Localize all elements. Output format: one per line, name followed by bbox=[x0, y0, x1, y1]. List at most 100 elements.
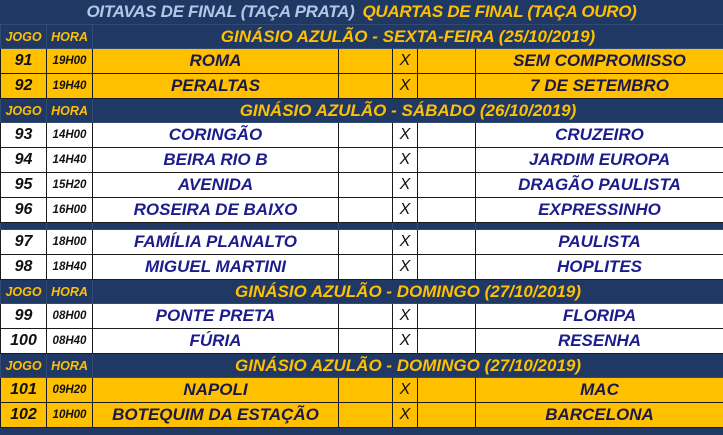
game-row: 96 16H00 ROSEIRA DE BAIXO X EXPRESSINHO bbox=[0, 197, 723, 223]
home-team: MIGUEL MARTINI bbox=[92, 254, 339, 280]
versus-mark: X bbox=[392, 303, 418, 329]
away-team: CRUZEIRO bbox=[475, 122, 723, 148]
game-number: 95 bbox=[0, 172, 47, 198]
game-time: 14H40 bbox=[46, 147, 93, 173]
game-time: 09H20 bbox=[46, 377, 93, 403]
away-team: HOPLITES bbox=[475, 254, 723, 280]
empty-cell bbox=[417, 254, 476, 280]
empty-cell bbox=[417, 229, 476, 255]
venue-header: JOGO HORA GINÁSIO AZULÃO - DOMINGO (27/10/… bbox=[0, 279, 723, 304]
versus-mark: X bbox=[392, 147, 418, 173]
game-time: 10H00 bbox=[46, 402, 93, 428]
home-team: PONTE PRETA bbox=[92, 303, 339, 329]
versus-mark: X bbox=[392, 229, 418, 255]
empty-cell bbox=[338, 122, 393, 148]
away-team: PAULISTA bbox=[475, 229, 723, 255]
game-row: 93 14H00 CORINGÃO X CRUZEIRO bbox=[0, 122, 723, 148]
game-row: 97 18H00 FAMÍLIA PLANALTO X PAULISTA bbox=[0, 229, 723, 255]
empty-cell bbox=[338, 402, 393, 428]
game-row: 100 08H40 FÚRIA X RESENHA bbox=[0, 328, 723, 354]
empty-cell bbox=[417, 172, 476, 198]
empty-cell bbox=[338, 254, 393, 280]
away-team: DRAGÃO PAULISTA bbox=[475, 172, 723, 198]
game-number: 98 bbox=[0, 254, 47, 280]
game-time: 08H40 bbox=[46, 328, 93, 354]
versus-mark: X bbox=[392, 73, 418, 99]
versus-mark: X bbox=[392, 48, 418, 74]
versus-mark: X bbox=[392, 197, 418, 223]
empty-cell bbox=[417, 377, 476, 403]
hora-column-label: HORA bbox=[46, 279, 93, 304]
venue-header: JOGO HORA GINÁSIO AZULÃO - SÁBADO (26/10/2… bbox=[0, 98, 723, 123]
game-row: 99 08H00 PONTE PRETA X FLORIPA bbox=[0, 303, 723, 329]
home-team: ROMA bbox=[92, 48, 339, 74]
empty-cell bbox=[338, 197, 393, 223]
away-team: JARDIM EUROPA bbox=[475, 147, 723, 173]
separator-cell bbox=[392, 222, 418, 230]
empty-cell bbox=[338, 328, 393, 354]
venue-date: GINÁSIO AZULÃO - DOMINGO (27/10/2019) bbox=[92, 353, 723, 378]
home-team: NAPOLI bbox=[92, 377, 339, 403]
separator-row bbox=[0, 222, 723, 230]
game-time: 18H40 bbox=[46, 254, 93, 280]
away-team: MAC bbox=[475, 377, 723, 403]
empty-cell bbox=[338, 48, 393, 74]
home-team: AVENIDA bbox=[92, 172, 339, 198]
game-number: 100 bbox=[0, 328, 47, 354]
jogo-column-label: JOGO bbox=[0, 24, 47, 49]
game-number: 99 bbox=[0, 303, 47, 329]
game-time: 19H00 bbox=[46, 48, 93, 74]
away-team: FLORIPA bbox=[475, 303, 723, 329]
home-team: FÚRIA bbox=[92, 328, 339, 354]
away-team: SEM COMPROMISSO bbox=[475, 48, 723, 74]
venue-header: JOGO HORA GINÁSIO AZULÃO - SEXTA-FEIRA (25… bbox=[0, 24, 723, 49]
versus-mark: X bbox=[392, 254, 418, 280]
game-row: 98 18H40 MIGUEL MARTINI X HOPLITES bbox=[0, 254, 723, 280]
versus-mark: X bbox=[392, 402, 418, 428]
empty-cell bbox=[417, 48, 476, 74]
separator-cell bbox=[46, 222, 93, 230]
game-row: 92 19H40 PERALTAS X 7 DE SETEMBRO bbox=[0, 73, 723, 99]
away-team: BARCELONA bbox=[475, 402, 723, 428]
away-team: 7 DE SETEMBRO bbox=[475, 73, 723, 99]
game-number: 102 bbox=[0, 402, 47, 428]
game-row: 91 19H00 ROMA X SEM COMPROMISSO bbox=[0, 48, 723, 74]
empty-cell bbox=[417, 197, 476, 223]
venue-date: GINÁSIO AZULÃO - SÁBADO (26/10/2019) bbox=[92, 98, 723, 123]
hora-column-label: HORA bbox=[46, 24, 93, 49]
versus-mark: X bbox=[392, 377, 418, 403]
versus-mark: X bbox=[392, 122, 418, 148]
game-time: 19H40 bbox=[46, 73, 93, 99]
empty-cell bbox=[338, 172, 393, 198]
away-team: RESENHA bbox=[475, 328, 723, 354]
game-row: 102 10H00 BOTEQUIM DA ESTAÇÃO X BARCELONA bbox=[0, 402, 723, 428]
versus-mark: X bbox=[392, 328, 418, 354]
home-team: CORINGÃO bbox=[92, 122, 339, 148]
empty-cell bbox=[338, 147, 393, 173]
home-team: PERALTAS bbox=[92, 73, 339, 99]
jogo-column-label: JOGO bbox=[0, 353, 47, 378]
game-time: 16H00 bbox=[46, 197, 93, 223]
home-team: FAMÍLIA PLANALTO bbox=[92, 229, 339, 255]
game-row: 95 15H20 AVENIDA X DRAGÃO PAULISTA bbox=[0, 172, 723, 198]
home-team: BOTEQUIM DA ESTAÇÃO bbox=[92, 402, 339, 428]
jogo-column-label: JOGO bbox=[0, 279, 47, 304]
separator-cell bbox=[338, 222, 393, 230]
hora-column-label: HORA bbox=[46, 98, 93, 123]
game-number: 93 bbox=[0, 122, 47, 148]
title-ouro: QUARTAS DE FINAL (TAÇA OURO) bbox=[362, 2, 637, 21]
separator-cell bbox=[0, 222, 47, 230]
empty-cell bbox=[338, 377, 393, 403]
empty-cell bbox=[417, 303, 476, 329]
schedule-table: JOGO HORA GINÁSIO AZULÃO - SEXTA-FEIRA (25… bbox=[0, 24, 723, 428]
home-team: BEIRA RIO B bbox=[92, 147, 339, 173]
game-time: 14H00 bbox=[46, 122, 93, 148]
game-number: 101 bbox=[0, 377, 47, 403]
empty-cell bbox=[417, 328, 476, 354]
game-time: 15H20 bbox=[46, 172, 93, 198]
empty-cell bbox=[417, 73, 476, 99]
empty-cell bbox=[338, 73, 393, 99]
game-number: 92 bbox=[0, 73, 47, 99]
versus-mark: X bbox=[392, 172, 418, 198]
empty-cell bbox=[417, 402, 476, 428]
